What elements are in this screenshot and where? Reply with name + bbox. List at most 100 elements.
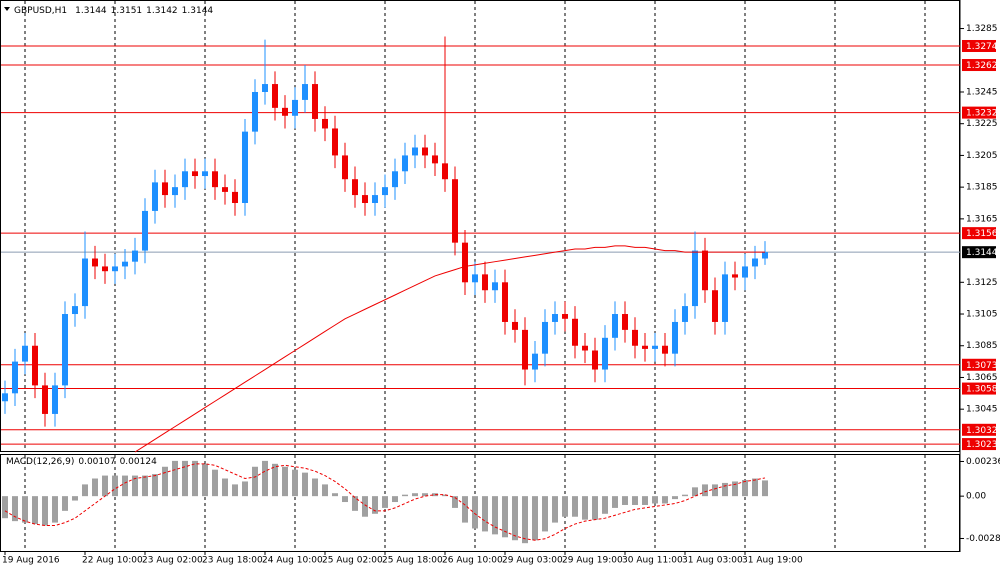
candle-body [662,345,668,354]
x-tick-label: 25 Aug 02:00 [322,556,383,566]
candle-body [192,171,198,177]
header-value: 0.00124 [120,457,157,467]
level-label: 1.3156 [966,229,998,239]
x-tick-label: 31 Aug 19:00 [742,556,803,566]
level-label-box [962,382,996,395]
candle-body [292,99,298,116]
macd-bar [412,493,418,497]
candle-body [122,261,128,267]
macd-bar [492,496,498,535]
candle-body [252,91,258,132]
level-label-box [962,106,996,119]
level-label-box [962,39,996,52]
candle-body [542,321,548,354]
level-label-box [962,423,996,436]
macd-bar [222,478,228,497]
macd-bar [302,472,308,497]
x-tick-label: 29 Aug 03:00 [502,556,563,566]
macd-bar [282,466,288,497]
candle-body [232,191,238,204]
y-tick-label: 1.3185 [966,183,998,193]
candle-body [422,147,428,156]
candle-body [572,318,578,346]
macd-bar [542,496,548,532]
macd-bar [482,496,488,532]
macd-bar [672,496,678,500]
candle-body [222,187,228,192]
candle-body [382,187,388,196]
candle-body [552,314,558,322]
candle-body [332,128,338,156]
macd-bar [442,494,448,497]
macd-bar [232,484,238,497]
x-tick-label: 23 Aug 18:00 [202,556,263,566]
collapse-icon [4,7,10,11]
candle-body [162,182,168,196]
macd-bar [272,463,278,497]
level-label-box [962,227,996,240]
level-label: 1.3262 [966,61,998,71]
candle-body [52,385,58,414]
macd-bar [722,482,728,497]
macd-pane-frame [0,454,960,552]
macd-bar [372,496,378,514]
candle-body [462,242,468,283]
candle-body [672,321,678,354]
candle-body [2,393,8,402]
macd-bar [152,474,158,497]
current-price-label: 1.3144 [966,248,998,258]
macd-bar [702,484,708,497]
level-label: 1.3073 [966,361,998,371]
macd-bar [582,496,588,520]
candle-body [402,155,408,172]
candle-body [752,258,758,267]
symbol: GBPUSD,H1 [14,6,67,16]
candle-body [42,385,48,414]
candle-body [212,171,218,188]
macd-bar [202,463,208,497]
macd-bar [642,496,648,505]
candle-body [342,155,348,180]
y-tick-label: 0.00236 [966,457,1000,467]
macd-bar [532,496,538,541]
x-tick-label: 25 Aug 18:00 [382,556,443,566]
macd-bar [472,496,478,529]
macd-bar [382,496,388,508]
macd-bar [752,478,758,497]
macd-bar [92,478,98,497]
y-tick-label: 1.3105 [966,310,998,320]
candle-body [432,155,438,164]
candle-body [62,314,68,386]
candle-body [612,314,618,338]
macd-bar [172,460,178,497]
candle-body [102,266,108,272]
macd-bar [652,496,658,504]
macd-bar [192,460,198,497]
y-tick-label: 1.3245 [966,87,998,97]
candle-body [302,84,308,100]
candle-body [312,84,318,119]
candle-body [702,250,708,291]
candle-body [182,171,188,188]
macd-bar [12,496,18,522]
x-tick-label: 24 Aug 10:00 [262,556,323,566]
macd-bar [132,475,138,497]
y-tick-label: 1.3285 [966,24,998,34]
candle-body [492,282,498,291]
candle-body [482,274,488,291]
candle-body [532,353,538,370]
candle-body [472,274,478,283]
candle-body [272,84,278,108]
moving-average [134,245,765,453]
header-value: 0.00107 [78,457,115,467]
candle-body [242,131,248,204]
y-tick-label: 1.3205 [966,151,998,161]
macd-bar [362,496,368,517]
candle-body [352,179,358,196]
candle-body [22,345,28,362]
level-label: 1.3232 [966,109,998,119]
macd-bar [182,460,188,497]
macd-bar [342,496,348,503]
macd-bar [692,487,698,497]
candle-body [362,195,368,204]
